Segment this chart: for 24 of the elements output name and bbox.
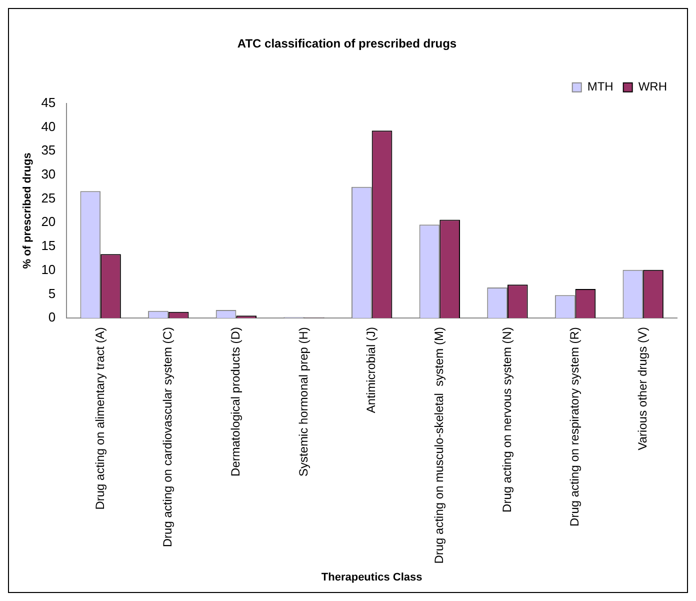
y-tick-label: 20	[41, 214, 56, 230]
y-axis-title: % of prescribed drugs	[22, 152, 34, 269]
y-tick-label: 35	[41, 142, 56, 158]
x-tick-label: Dermatological products (D)	[228, 327, 243, 476]
x-tick-label: Drug acting on nervous system (N)	[500, 327, 514, 512]
x-tick-label: Various other drugs (V)	[635, 327, 650, 450]
chart-title: ATC classification of prescribed drugs	[237, 36, 457, 51]
y-tick-label: 5	[48, 286, 56, 301]
y-tick-label: 30	[41, 166, 56, 182]
legend-label: MTH	[587, 80, 614, 94]
y-tick-label: 10	[41, 262, 56, 277]
x-tick-label: Drug acting on respiratory system (R)	[568, 327, 582, 526]
y-tick-label: 40	[41, 118, 56, 134]
y-tick-label: 0	[48, 310, 56, 325]
x-tick-label: Drug acting on musculo-skeletal system (M)	[432, 327, 446, 564]
legend-label: WRH	[638, 80, 668, 94]
y-tick-label: 45	[41, 94, 56, 110]
x-axis-title: Therapeutics Class	[321, 571, 422, 584]
y-tick-label: 15	[41, 238, 56, 254]
x-tick-label: Systemic hormonal prep (H)	[296, 327, 310, 476]
x-tick-label: Drug acting on alimentary tract (A)	[92, 327, 107, 510]
y-tick-label: 25	[41, 190, 56, 206]
x-tick-label: Drug acting on cardiovascular system (C)	[160, 327, 175, 548]
x-tick-label: Antimicrobial (J)	[364, 327, 378, 414]
